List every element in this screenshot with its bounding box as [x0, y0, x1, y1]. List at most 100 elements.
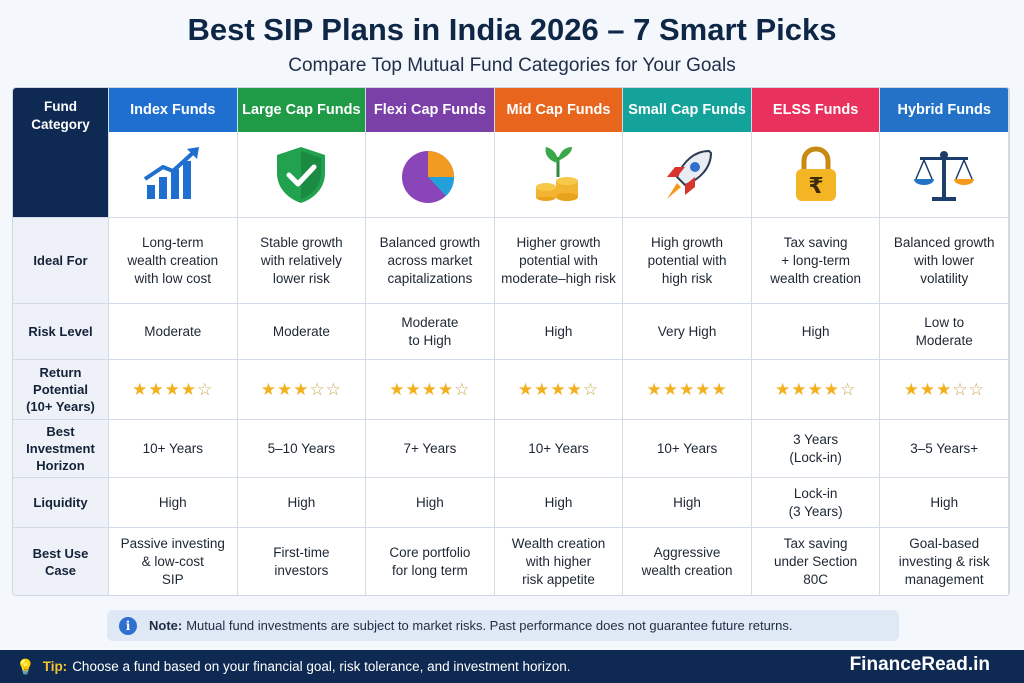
star-rating: ★ ★ ★ ★ ☆ [366, 360, 495, 420]
ideal-for-cell: Balanced growth across market capitaliza… [366, 218, 495, 304]
star-rating: ★ ★ ★ ★ ☆ [751, 360, 881, 420]
star-empty-icon: ☆ [582, 379, 600, 399]
star-filled-icon: ★ [293, 379, 310, 399]
star-empty-icon: ☆ [952, 379, 969, 399]
use-case-cell: Wealth creation with higher risk appetit… [495, 528, 624, 595]
pie-chart-icon [366, 132, 495, 218]
star-empty-icon: ☆ [840, 379, 857, 399]
column-header-mid-cap: Mid Cap Funds [494, 88, 624, 132]
star-filled-icon: ★ [711, 379, 728, 399]
use-case-cell: Passive investing & low-cost SIP [109, 528, 238, 595]
coins-plant-icon [494, 132, 624, 218]
star-empty-icon: ☆ [325, 379, 342, 399]
page-subtitle: Compare Top Mutual Fund Categories for Y… [288, 55, 736, 76]
column-header-small-cap: Small Cap Funds [623, 88, 752, 132]
rupee-lock-icon: ₹ [751, 132, 881, 218]
star-filled-icon: ★ [807, 379, 824, 399]
risk-level-cell: Moderate [109, 304, 238, 360]
risk-level-cell: Very High [623, 304, 752, 360]
svg-text:₹: ₹ [808, 174, 823, 199]
liquidity-cell: Lock-in (3 Years) [751, 478, 881, 528]
horizon-cell: 10+ Years [623, 420, 752, 478]
star-filled-icon: ★ [903, 379, 920, 399]
use-case-cell: Tax saving under Section 80C [752, 528, 881, 595]
comparison-table: Fund Category Index Funds Large Cap Fund… [12, 87, 1010, 596]
liquidity-cell: High [109, 478, 238, 528]
liquidity-cell: High [494, 478, 624, 528]
horizon-cell: 10+ Years [494, 420, 624, 478]
corner-header: Fund Category [13, 88, 109, 218]
row-label-return-potential: Return Potential (10+ Years) [13, 360, 109, 420]
lightbulb-icon: 💡 [16, 658, 35, 676]
star-rating: ★ ★ ★ ☆ ☆ [880, 360, 1009, 420]
ideal-for-cell: Tax saving + long-term wealth creation [751, 218, 881, 304]
ideal-for-cell: Long-term wealth creation with low cost [109, 218, 238, 304]
column-header-large-cap: Large Cap Funds [237, 88, 367, 132]
horizon-cell: 5–10 Years [237, 420, 367, 478]
star-filled-icon: ★ [260, 379, 277, 399]
row-label-liquidity: Liquidity [13, 478, 109, 528]
star-filled-icon: ★ [646, 379, 663, 399]
liquidity-cell: High [880, 478, 1009, 528]
star-filled-icon: ★ [534, 379, 551, 399]
column-header-elss: ELSS Funds [751, 88, 881, 132]
growth-chart-icon [109, 132, 238, 218]
risk-level-cell: High [494, 304, 624, 360]
star-rating: ★ ★ ★ ★ ★ [623, 360, 752, 420]
use-case-cell: First-time investors [238, 528, 367, 595]
row-label-horizon: Best Investment Horizon [13, 420, 109, 478]
use-case-cell: Core portfolio for long term [366, 528, 495, 595]
note-label: Note: [149, 618, 183, 633]
star-empty-icon: ☆ [968, 379, 985, 399]
ideal-for-cell: Balanced growth with lower volatility [880, 218, 1009, 304]
star-filled-icon: ★ [438, 379, 455, 399]
horizon-cell: 3 Years (Lock-in) [751, 420, 881, 478]
star-filled-icon: ★ [919, 379, 937, 399]
row-label-use-case: Best Use Case [13, 528, 109, 595]
star-filled-icon: ★ [550, 379, 567, 399]
risk-level-cell: Moderate [237, 304, 367, 360]
star-filled-icon: ★ [421, 379, 439, 399]
tip-text: Choose a fund based on your financial go… [72, 659, 571, 674]
use-case-cell: Aggressive wealth creation [623, 528, 752, 595]
star-filled-icon: ★ [566, 379, 583, 399]
shield-check-icon [237, 132, 367, 218]
star-rating: ★ ★ ★ ☆ ☆ [237, 360, 367, 420]
risk-level-cell: Low to Moderate [880, 304, 1009, 360]
liquidity-cell: High [237, 478, 367, 528]
star-filled-icon: ★ [405, 379, 422, 399]
rocket-icon [623, 132, 752, 218]
risk-level-cell: High [751, 304, 881, 360]
star-filled-icon: ★ [389, 379, 406, 399]
horizon-cell: 3–5 Years+ [880, 420, 1009, 478]
info-icon: i [119, 616, 137, 635]
liquidity-cell: High [623, 478, 752, 528]
star-filled-icon: ★ [775, 379, 792, 399]
star-filled-icon: ★ [276, 379, 294, 399]
ideal-for-cell: Stable growth with relatively lower risk [237, 218, 367, 304]
star-filled-icon: ★ [180, 379, 198, 399]
star-empty-icon: ☆ [197, 379, 214, 399]
star-empty-icon: ☆ [309, 379, 326, 399]
brand-logo[interactable]: FinanceRead.in [849, 654, 990, 675]
horizon-cell: 10+ Years [109, 420, 238, 478]
star-rating: ★ ★ ★ ★ ☆ [494, 360, 624, 420]
star-filled-icon: ★ [936, 379, 953, 399]
risk-level-cell: Moderate to High [366, 304, 495, 360]
star-filled-icon: ★ [695, 379, 712, 399]
star-filled-icon: ★ [791, 379, 808, 399]
page-title: Best SIP Plans in India 2026 – 7 Smart P… [187, 12, 837, 47]
star-filled-icon: ★ [662, 379, 679, 399]
star-rating: ★ ★ ★ ★ ☆ [109, 360, 238, 420]
row-label-risk-level: Risk Level [13, 304, 109, 360]
liquidity-cell: High [366, 478, 495, 528]
star-filled-icon: ★ [132, 379, 149, 399]
note-text: Mutual fund investments are subject to m… [186, 618, 793, 633]
use-case-cell: Goal-based investing & risk management [880, 528, 1009, 595]
column-header-hybrid: Hybrid Funds [880, 88, 1009, 132]
footer-bar: 💡 Tip: Choose a fund based on your finan… [0, 650, 1024, 683]
ideal-for-cell: High growth potential with high risk [623, 218, 752, 304]
star-filled-icon: ★ [823, 379, 840, 399]
star-filled-icon: ★ [164, 379, 181, 399]
tip-label: Tip: [42, 659, 68, 674]
